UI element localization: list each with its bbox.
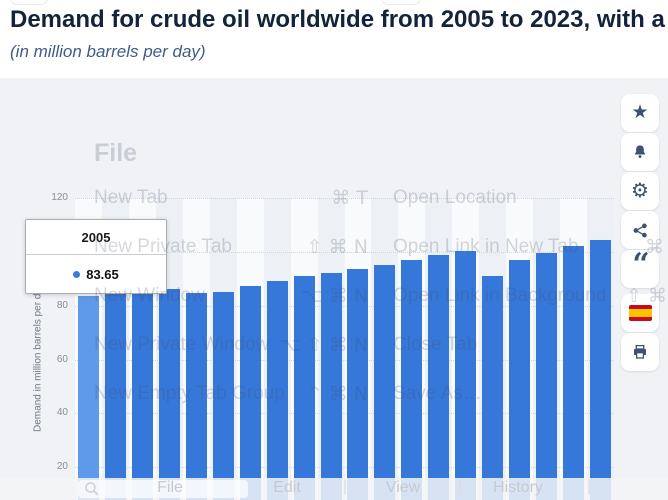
spain-flag-icon — [628, 305, 652, 321]
print-button[interactable] — [621, 333, 659, 371]
bar-2013[interactable] — [293, 275, 315, 500]
bar-2005[interactable] — [77, 295, 99, 500]
bar-2021[interactable] — [509, 259, 531, 500]
ghost-window-outline — [381, 0, 421, 5]
bar-2007[interactable] — [131, 289, 153, 500]
bar-2006[interactable] — [104, 292, 126, 500]
y-tick-label: 40 — [56, 407, 68, 419]
bar-2022[interactable] — [536, 253, 558, 500]
y-tick-label: 60 — [56, 353, 68, 365]
chart-tooltip: 2005 83.65 — [25, 219, 167, 294]
page-title: Demand for crude oil worldwide from 2005… — [10, 6, 665, 33]
tooltip-value: 83.65 — [86, 266, 119, 282]
share-button[interactable] — [621, 211, 659, 249]
bell-icon — [631, 143, 649, 161]
bar-2024*[interactable] — [590, 240, 612, 500]
bar-2020[interactable] — [482, 276, 504, 500]
y-tick-label: 20 — [56, 461, 68, 473]
bar-2017[interactable] — [401, 259, 423, 500]
gridline — [75, 413, 614, 415]
bar-2008[interactable] — [158, 288, 180, 500]
bar-chart: 020406080100120 200520062007200820092010… — [0, 78, 668, 500]
citation-button[interactable]: “ — [621, 250, 659, 288]
bar-2014[interactable] — [320, 272, 342, 500]
bar-2019[interactable] — [455, 251, 477, 500]
share-icon — [632, 222, 649, 239]
bar-2015[interactable] — [347, 268, 369, 500]
bar-2011[interactable] — [239, 286, 261, 500]
bar-2012[interactable] — [266, 280, 288, 500]
gridline — [75, 251, 614, 253]
page-subtitle: (in million barrels per day) — [10, 42, 206, 61]
bar-2018[interactable] — [428, 254, 450, 500]
bar-2009[interactable] — [185, 292, 207, 500]
ghost-window-outline — [10, 0, 48, 5]
settings-button[interactable]: ⚙ — [621, 172, 659, 210]
y-tick-label: 80 — [56, 299, 68, 311]
gear-icon: ⚙ — [631, 178, 649, 202]
bar-2010[interactable] — [212, 292, 234, 500]
language-spanish-button[interactable] — [621, 294, 659, 332]
gridline — [75, 305, 614, 307]
bar-2016[interactable] — [374, 264, 396, 500]
tooltip-year: 2005 — [26, 220, 166, 255]
notifications-button[interactable] — [621, 133, 659, 171]
series-dot-icon — [73, 270, 81, 278]
gridline — [75, 198, 614, 199]
favorite-button[interactable]: ★ — [621, 94, 659, 132]
quote-icon: “ — [632, 247, 649, 282]
star-icon: ★ — [631, 102, 649, 123]
bar-2023[interactable] — [563, 245, 585, 500]
y-tick-label: 120 — [51, 192, 68, 203]
gridline — [75, 359, 614, 361]
printer-icon — [631, 343, 649, 361]
gridline — [75, 467, 614, 469]
